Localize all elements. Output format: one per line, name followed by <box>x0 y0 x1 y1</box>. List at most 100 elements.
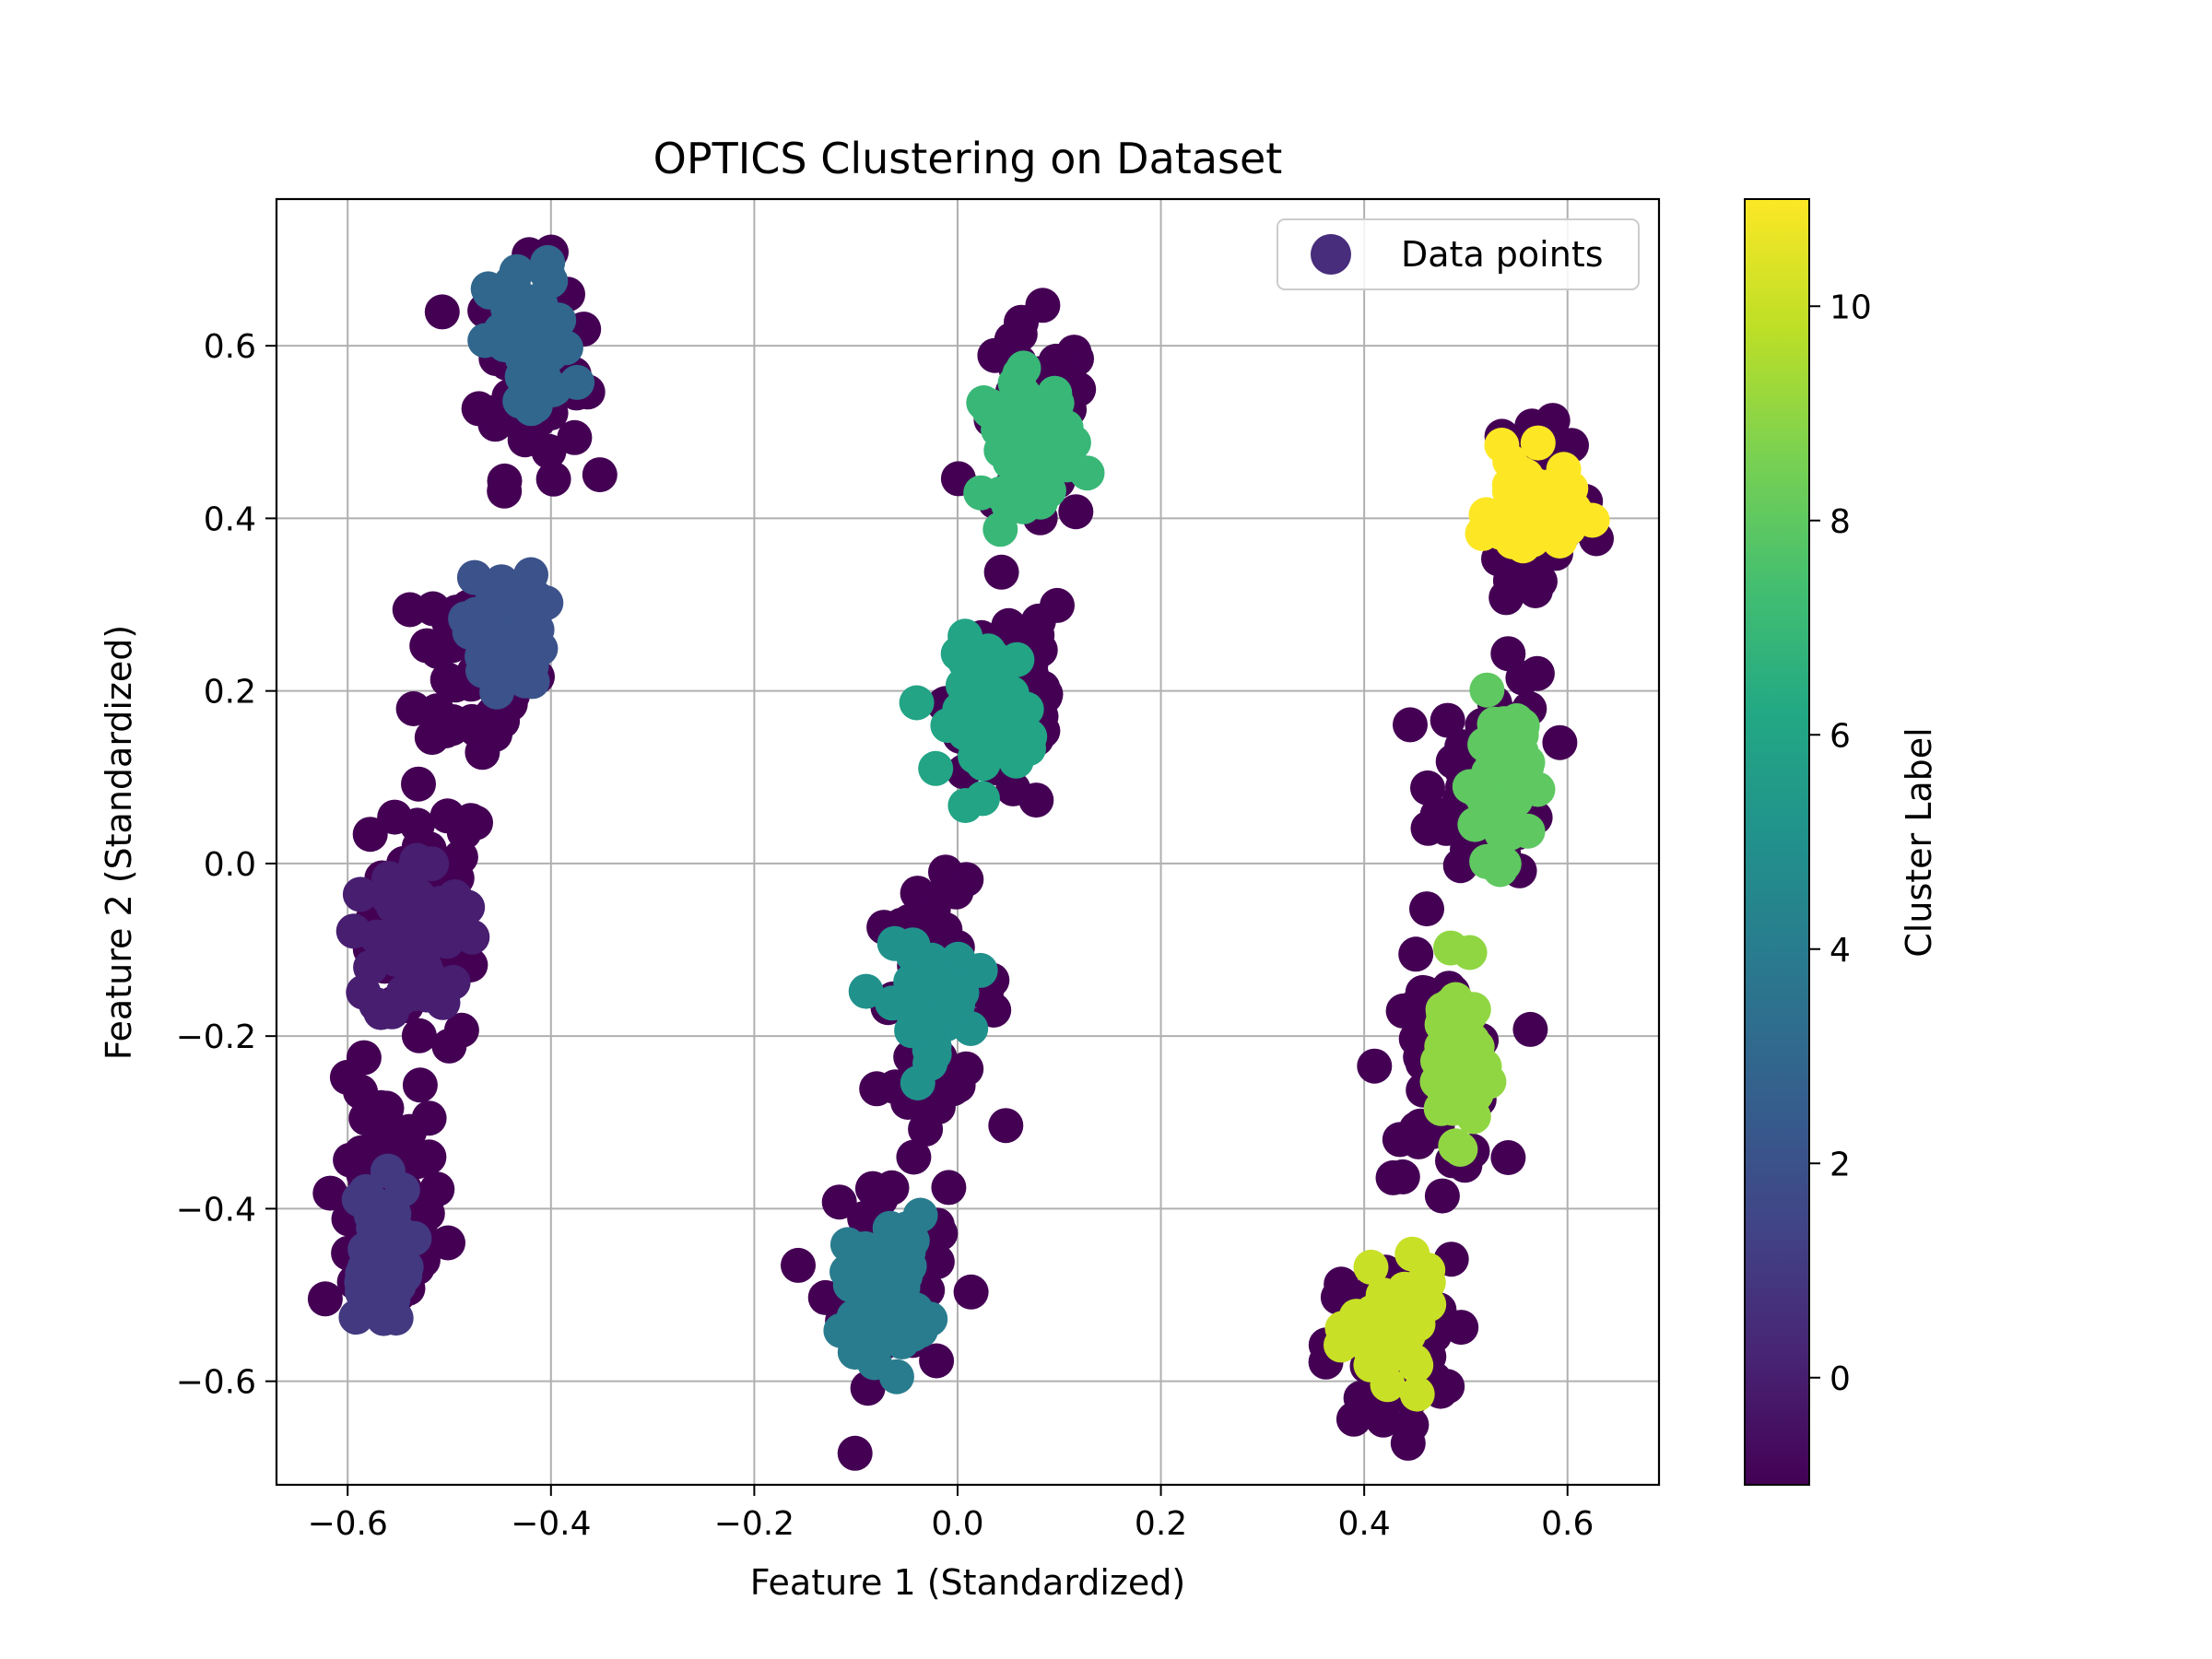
noise-point <box>1384 1159 1420 1194</box>
x-axis-ticks: −0.6 −0.4 −0.2 0.0 0.2 0.4 0.6 <box>307 1485 1594 1543</box>
cluster-point-6 <box>918 750 954 786</box>
cluster-point-0 <box>414 846 450 882</box>
legend-box <box>1277 218 1640 290</box>
y-tick-label: −0.6 <box>176 1364 256 1402</box>
noise-point <box>1038 343 1074 379</box>
noise-point <box>535 461 571 497</box>
cluster-point-7 <box>1006 350 1041 386</box>
noise-point <box>931 1170 967 1206</box>
cluster-point-6 <box>899 685 935 721</box>
noise-point <box>988 1108 1024 1144</box>
cluster-point-7 <box>982 512 1018 547</box>
cluster-point-0 <box>401 878 437 914</box>
cluster-point-10 <box>1370 1367 1406 1403</box>
noise-point <box>402 1067 438 1103</box>
noise-point <box>401 1018 437 1053</box>
noise-point <box>392 592 428 628</box>
noise-point <box>1393 707 1428 743</box>
cluster-point-11 <box>1520 425 1556 461</box>
cluster-point-5 <box>914 942 950 978</box>
cluster-point-9 <box>1433 930 1468 966</box>
noise-point <box>1542 724 1578 760</box>
noise-point <box>1357 1048 1393 1084</box>
cluster-point-2 <box>506 618 542 654</box>
cluster-point-6 <box>966 653 1002 688</box>
colorbar-tick-label: 10 <box>1830 288 1872 326</box>
cluster-point-2 <box>513 557 548 593</box>
x-tick-label: 0.4 <box>1338 1505 1391 1543</box>
y-tick-label: 0.0 <box>204 846 256 884</box>
cluster-point-8 <box>1460 773 1496 809</box>
noise-point <box>1490 1140 1526 1175</box>
colorbar-label: Cluster Label <box>1899 727 1939 957</box>
plot-frame <box>275 197 1661 1487</box>
y-axis-label: Feature 2 (Standardized) <box>99 625 139 1060</box>
cluster-point-6 <box>981 706 1016 742</box>
noise-point <box>1409 891 1444 927</box>
noise-point <box>896 1139 932 1175</box>
noise-point <box>859 1071 895 1107</box>
cluster-point-10 <box>1374 1292 1410 1328</box>
cluster-point-10 <box>1353 1249 1389 1285</box>
y-tick-label: 0.6 <box>204 328 256 366</box>
cluster-point-2 <box>491 584 527 620</box>
noise-point <box>477 716 512 752</box>
colorbar-gradient <box>1744 198 1810 1486</box>
cluster-point-0 <box>395 976 431 1012</box>
noise-point <box>401 766 436 802</box>
noise-point <box>1492 563 1528 598</box>
chart-title: OPTICS Clustering on Dataset <box>653 134 1283 183</box>
noise-point <box>781 1247 816 1283</box>
noise-point <box>908 900 944 935</box>
y-tick-label: 0.4 <box>204 500 256 538</box>
legend-label: Data points <box>1401 234 1604 275</box>
noise-point <box>409 628 445 664</box>
cluster-point-4 <box>878 1303 914 1339</box>
noise-point <box>377 799 413 835</box>
noise-point <box>1424 1178 1460 1214</box>
noise-point <box>1512 1011 1548 1047</box>
cluster-point-3 <box>533 263 569 299</box>
cluster-point-11 <box>1465 515 1500 551</box>
noise-point <box>582 457 618 493</box>
cluster-point-1 <box>384 1172 420 1207</box>
noise-point <box>352 817 388 853</box>
x-tick-label: 0.2 <box>1135 1505 1187 1543</box>
cluster-point-8 <box>1510 813 1546 849</box>
y-axis-ticks: −0.6 −0.4 −0.2 0.0 0.2 0.4 0.6 <box>176 328 276 1402</box>
y-tick-label: −0.4 <box>176 1191 256 1229</box>
cluster-point-3 <box>535 372 571 407</box>
noise-point <box>430 1225 465 1261</box>
noise-point <box>395 691 431 726</box>
cluster-point-11 <box>1484 428 1520 463</box>
noise-point <box>1520 561 1556 596</box>
noise-point <box>1394 1406 1430 1442</box>
x-tick-label: 0.6 <box>1541 1505 1594 1543</box>
cluster-point-5 <box>877 925 912 961</box>
cluster-point-6 <box>1012 719 1048 755</box>
cluster-point-5 <box>848 973 884 1009</box>
cluster-point-1 <box>378 1300 414 1336</box>
cluster-point-0 <box>359 987 394 1023</box>
cluster-point-4 <box>846 1255 882 1291</box>
noise-point <box>487 473 523 509</box>
legend-marker <box>1311 234 1351 275</box>
noise-point <box>431 1028 467 1064</box>
legend: Data points <box>1277 218 1640 290</box>
noise-point <box>1025 288 1061 324</box>
cluster-point-6 <box>947 715 982 751</box>
cluster-point-8 <box>1476 726 1512 762</box>
noise-point <box>329 1059 365 1095</box>
noise-point <box>1398 936 1434 972</box>
cluster-point-7 <box>1028 415 1064 451</box>
noise-point <box>919 1343 955 1379</box>
noise-point <box>461 391 497 427</box>
cluster-point-3 <box>495 267 531 303</box>
cluster-point-7 <box>1055 425 1091 461</box>
noise-point <box>307 1281 343 1317</box>
noise-point <box>837 1435 873 1471</box>
cluster-point-4 <box>872 1210 908 1246</box>
y-tick-label: −0.2 <box>176 1018 256 1056</box>
cluster-point-5 <box>893 964 929 999</box>
